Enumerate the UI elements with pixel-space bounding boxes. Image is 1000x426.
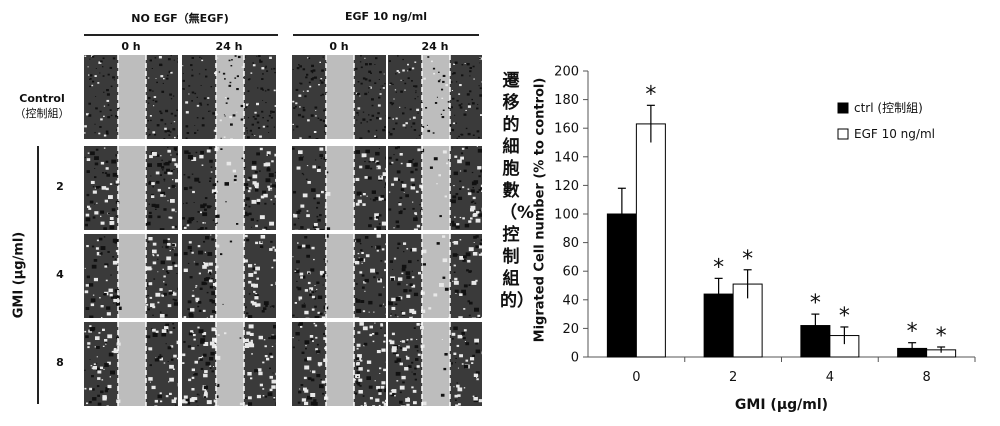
col-label-0h-b: 0 h <box>329 40 349 53</box>
micrograph-control-egf-24h <box>388 55 482 139</box>
y-tick-label: 60 <box>562 265 579 280</box>
x-tick-label: 0 <box>632 370 640 385</box>
significance-marker: * <box>936 324 947 349</box>
y-tick-label: 120 <box>554 179 579 194</box>
micrograph-gmi-8-egf-24h <box>388 322 482 406</box>
bar-egf-0 <box>635 123 666 358</box>
y-tick-label: 80 <box>562 236 579 251</box>
y-tick-label: 180 <box>554 93 579 108</box>
row-label-2: 2 <box>56 180 64 193</box>
row-label-control-zh: （控制組） <box>14 107 70 120</box>
x-tick-label: 8 <box>922 370 930 385</box>
significance-marker: * <box>810 291 821 316</box>
row-label-control: Control （控制組） <box>6 92 78 121</box>
row-label-4: 4 <box>56 268 64 281</box>
y-tick-label: 160 <box>554 122 579 137</box>
significance-marker: * <box>907 320 918 345</box>
y-tick-label: 100 <box>554 208 579 223</box>
micrograph-control-egf-0h <box>292 55 386 139</box>
micrograph-gmi-8-noegf-0h <box>84 322 178 406</box>
micrograph-control-noegf-0h <box>84 55 178 139</box>
row-label-control-en: Control <box>19 92 65 105</box>
y-tick-label: 140 <box>554 150 579 165</box>
significance-marker: * <box>839 304 850 329</box>
legend-label-ctrl: ctrl (控制組) <box>854 101 923 115</box>
micrograph-gmi-4-noegf-24h <box>182 234 276 318</box>
micrograph-gmi-4-noegf-0h <box>84 234 178 318</box>
header-no-egf-rule <box>84 34 278 36</box>
gmi-row-axis-label: GMI (μg/ml) <box>11 231 27 319</box>
y-tick-label: 40 <box>562 293 579 308</box>
micrograph-gmi-8-egf-0h <box>292 322 386 406</box>
micrograph-gmi-2-noegf-0h <box>84 146 178 230</box>
micrograph-gmi-8-noegf-24h <box>182 322 276 406</box>
significance-marker: * <box>713 255 724 280</box>
micrograph-gmi-4-egf-24h <box>388 234 482 318</box>
significance-marker: * <box>645 82 656 107</box>
x-tick-label: 2 <box>729 370 737 385</box>
col-label-0h-a: 0 h <box>121 40 141 53</box>
micrograph-gmi-2-egf-24h <box>388 146 482 230</box>
y-tick-label: 20 <box>562 322 579 337</box>
header-no-egf: NO EGF（無EGF) <box>131 12 229 25</box>
y-axis-label-zh: 遷移的細胞數（%控制組的） <box>500 71 535 311</box>
col-label-24h-b: 24 h <box>421 40 449 53</box>
x-tick-label: 4 <box>826 370 834 385</box>
bar-chart: 0 20 40 60 80 100 120 140 160 180 200 0 * 2 * * 4 * * 8 * * GM… <box>554 65 976 413</box>
y-tick-label: 200 <box>554 65 579 80</box>
gmi-bracket <box>37 146 39 404</box>
row-label-8: 8 <box>56 356 64 369</box>
micrograph-gmi-4-egf-0h <box>292 234 386 318</box>
micrograph-control-noegf-24h <box>182 55 276 139</box>
legend-label-egf: EGF 10 ng/ml <box>854 127 935 141</box>
x-axis-title: GMI (μg/ml) <box>735 397 828 413</box>
legend-swatch-ctrl <box>837 102 849 114</box>
micrograph-gmi-2-noegf-24h <box>182 146 276 230</box>
significance-marker: * <box>742 247 753 272</box>
y-tick-label: 0 <box>571 351 579 366</box>
col-label-24h-a: 24 h <box>215 40 243 53</box>
header-egf: EGF 10 ng/ml <box>345 10 427 23</box>
legend-swatch-egf <box>837 128 849 140</box>
micrograph-gmi-2-egf-0h <box>292 146 386 230</box>
header-egf-rule <box>293 34 479 36</box>
